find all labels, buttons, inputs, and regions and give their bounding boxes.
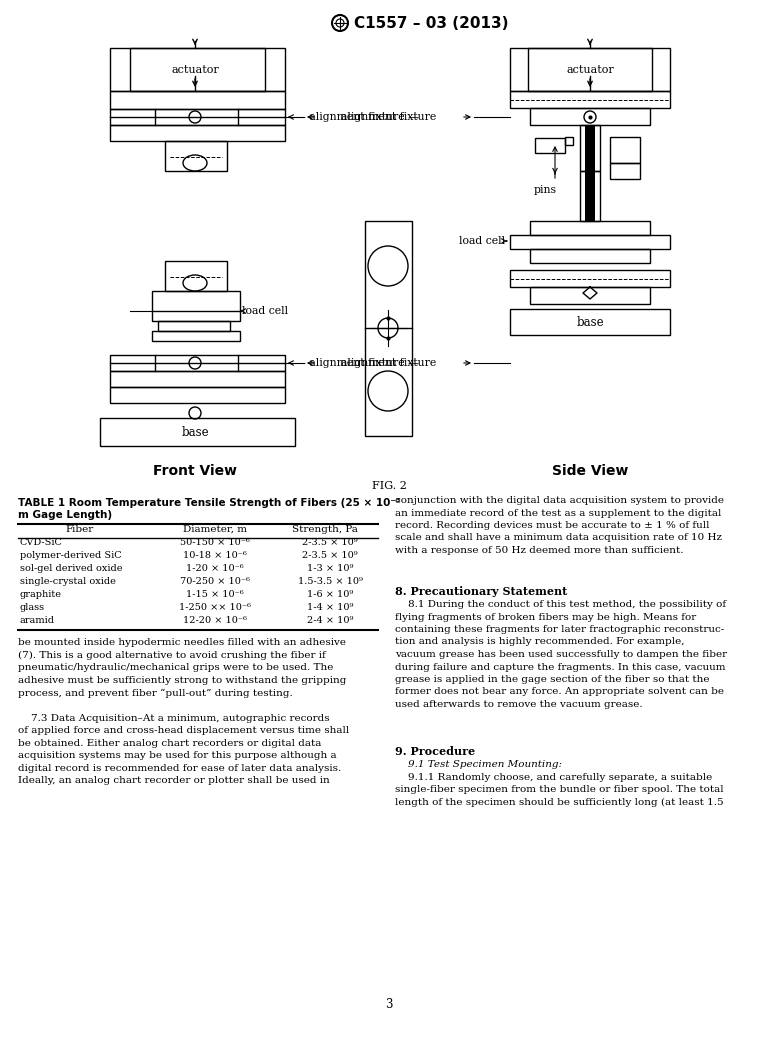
Text: 1-3 × 10⁹: 1-3 × 10⁹ bbox=[307, 564, 353, 573]
Text: 1-20 × 10⁻⁶: 1-20 × 10⁻⁶ bbox=[186, 564, 244, 573]
Text: 70-250 × 10⁻⁶: 70-250 × 10⁻⁶ bbox=[180, 577, 250, 586]
Bar bbox=[110, 387, 285, 403]
Text: 9.1.1 Randomly choose, and carefully separate, a suitable
single-fiber specimen : 9.1.1 Randomly choose, and carefully sep… bbox=[395, 773, 724, 807]
Text: 9.1 Test Specimen Mounting:: 9.1 Test Specimen Mounting: bbox=[395, 760, 562, 769]
Bar bbox=[100, 418, 295, 446]
Text: actuator: actuator bbox=[171, 65, 219, 75]
Text: be mounted inside hypodermic needles filled with an adhesive
(7). This is a good: be mounted inside hypodermic needles fil… bbox=[18, 638, 349, 785]
Text: alignment fixture: alignment fixture bbox=[342, 112, 436, 122]
Bar bbox=[585, 125, 595, 171]
Bar bbox=[580, 171, 600, 221]
Bar bbox=[158, 321, 230, 331]
Text: Side View: Side View bbox=[552, 464, 628, 478]
Text: sol-gel derived oxide: sol-gel derived oxide bbox=[20, 564, 122, 573]
Bar bbox=[130, 48, 265, 91]
Text: 8.1 During the conduct of this test method, the possibility of
flying fragments : 8.1 During the conduct of this test meth… bbox=[395, 600, 727, 709]
Bar bbox=[110, 109, 285, 125]
Bar bbox=[110, 48, 285, 91]
Text: glass: glass bbox=[20, 603, 45, 612]
Text: actuator: actuator bbox=[566, 65, 614, 75]
Text: 1-250 ×× 10⁻⁶: 1-250 ×× 10⁻⁶ bbox=[179, 603, 251, 612]
Text: conjunction with the digital data acquisition system to provide
an immediate rec: conjunction with the digital data acquis… bbox=[395, 496, 724, 555]
Bar bbox=[110, 125, 285, 141]
Text: alignment fixture: alignment fixture bbox=[342, 358, 436, 369]
Bar bbox=[510, 91, 670, 108]
Text: — alignment fixture —: — alignment fixture — bbox=[295, 112, 419, 122]
Bar bbox=[610, 137, 640, 163]
Text: 1-6 × 10⁹: 1-6 × 10⁹ bbox=[307, 590, 353, 599]
Bar bbox=[530, 108, 650, 125]
Text: 2-3.5 × 10⁹: 2-3.5 × 10⁹ bbox=[302, 551, 358, 560]
Bar bbox=[110, 371, 285, 387]
Text: 1-15 × 10⁻⁶: 1-15 × 10⁻⁶ bbox=[186, 590, 244, 599]
Bar bbox=[165, 261, 227, 291]
Bar bbox=[165, 141, 227, 171]
Text: base: base bbox=[576, 315, 604, 329]
Text: 12-20 × 10⁻⁶: 12-20 × 10⁻⁶ bbox=[183, 616, 247, 625]
Text: base: base bbox=[181, 426, 209, 438]
Text: Front View: Front View bbox=[153, 464, 237, 478]
Text: Fiber: Fiber bbox=[66, 525, 94, 534]
Text: pins: pins bbox=[534, 185, 556, 195]
Text: 9. Procedure: 9. Procedure bbox=[395, 746, 475, 757]
Text: CVD-SiC: CVD-SiC bbox=[20, 538, 63, 547]
Bar bbox=[580, 125, 600, 171]
Bar bbox=[510, 309, 670, 335]
Text: TABLE 1 Room Temperature Tensile Strength of Fibers (25 × 10⁻³: TABLE 1 Room Temperature Tensile Strengt… bbox=[18, 498, 401, 508]
Text: C1557 – 03 (2013): C1557 – 03 (2013) bbox=[354, 16, 509, 30]
Bar bbox=[528, 48, 652, 91]
Text: Diameter, m: Diameter, m bbox=[183, 525, 247, 534]
Text: load cell: load cell bbox=[242, 306, 288, 316]
Text: graphite: graphite bbox=[20, 590, 62, 599]
Bar bbox=[530, 221, 650, 235]
Text: m Gage Length): m Gage Length) bbox=[18, 510, 112, 520]
Text: 10-18 × 10⁻⁶: 10-18 × 10⁻⁶ bbox=[183, 551, 247, 560]
Bar bbox=[610, 163, 640, 179]
Bar bbox=[152, 291, 240, 321]
Bar bbox=[110, 91, 285, 109]
Bar bbox=[510, 235, 670, 249]
Bar bbox=[365, 221, 412, 436]
Text: aramid: aramid bbox=[20, 616, 55, 625]
Bar bbox=[110, 355, 285, 371]
Bar bbox=[530, 287, 650, 304]
Bar bbox=[565, 137, 573, 145]
Text: FIG. 2: FIG. 2 bbox=[372, 481, 406, 491]
Bar bbox=[152, 331, 240, 341]
Text: polymer-derived SiC: polymer-derived SiC bbox=[20, 551, 121, 560]
Bar bbox=[585, 171, 595, 221]
Text: 2-4 × 10⁹: 2-4 × 10⁹ bbox=[307, 616, 353, 625]
Bar bbox=[535, 138, 565, 153]
Bar bbox=[510, 270, 670, 287]
Text: load cell: load cell bbox=[459, 236, 505, 246]
Text: 50-150 × 10⁻⁶: 50-150 × 10⁻⁶ bbox=[180, 538, 250, 547]
Text: Strength, Pa: Strength, Pa bbox=[292, 525, 358, 534]
Text: 1.5-3.5 × 10⁹: 1.5-3.5 × 10⁹ bbox=[297, 577, 363, 586]
Bar bbox=[510, 48, 670, 91]
Text: single-crystal oxide: single-crystal oxide bbox=[20, 577, 116, 586]
Bar bbox=[530, 249, 650, 263]
Text: 1-4 × 10⁹: 1-4 × 10⁹ bbox=[307, 603, 353, 612]
Text: — alignment fixture —: — alignment fixture — bbox=[295, 358, 419, 369]
Text: 3: 3 bbox=[385, 998, 393, 1011]
Text: 2-3.5 × 10⁹: 2-3.5 × 10⁹ bbox=[302, 538, 358, 547]
Text: 8. Precautionary Statement: 8. Precautionary Statement bbox=[395, 586, 567, 596]
